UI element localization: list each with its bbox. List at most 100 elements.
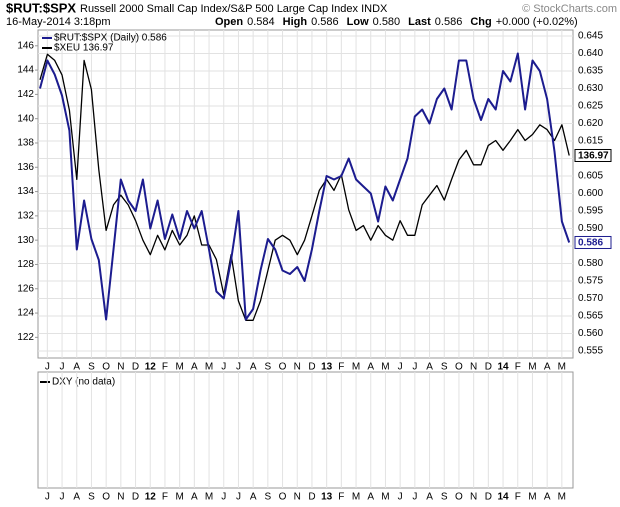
quote-value: 0.586 [311, 16, 339, 28]
legend-label: $XEU 136.97 [54, 43, 114, 54]
x-tick-label: A [367, 362, 374, 373]
y-tick-label: 138 [17, 138, 34, 149]
x-tick-label: J [60, 362, 65, 373]
x-tick-label: A [544, 362, 551, 373]
x-tick-label: S [441, 492, 448, 503]
x-tick-label: A [426, 362, 433, 373]
y2-tick-label: 0.555 [578, 346, 603, 357]
x-tick-label: D [485, 492, 492, 503]
y2-tick-label: 0.615 [578, 136, 603, 147]
x-tick-label: N [117, 362, 124, 373]
x-tick-label: J [45, 362, 50, 373]
quote-value: 0.584 [247, 16, 275, 28]
series-line [39, 52, 571, 321]
x-tick-label: M [352, 362, 360, 373]
x-tick-label: M [205, 492, 213, 503]
last-value-label: 136.97 [578, 151, 609, 162]
y2-tick-label: 0.570 [578, 293, 603, 304]
x-tick-label: O [455, 492, 463, 503]
chart-subtitle: Russell 2000 Small Cap Index/S&P 500 Lar… [80, 3, 388, 15]
x-tick-label: S [88, 492, 95, 503]
y2-tick-label: 0.645 [578, 31, 603, 42]
x-tick-label: M [381, 362, 389, 373]
chart-title: $RUT:$SPX [6, 0, 76, 15]
x-tick-label: N [294, 492, 301, 503]
y-tick-label: 130 [17, 235, 34, 246]
x-tick-label: J [236, 362, 241, 373]
x-tick-label: 13 [321, 492, 333, 503]
x-tick-label: D [132, 362, 139, 373]
x-tick-label: F [338, 362, 344, 373]
x-tick-label: F [162, 362, 168, 373]
y-tick-label: 134 [17, 186, 34, 197]
x-tick-label: A [73, 492, 80, 503]
lower-panel-label: DXY (no data) [52, 377, 115, 388]
x-tick-label: S [265, 492, 272, 503]
y2-tick-label: 0.620 [578, 118, 603, 129]
x-tick-label: J [412, 362, 417, 373]
y-tick-label: 128 [17, 259, 34, 270]
chart-date: 16-May-2014 3:18pm [6, 16, 111, 28]
x-tick-label: M [528, 492, 536, 503]
y2-tick-label: 0.600 [578, 188, 603, 199]
y-tick-label: 146 [17, 40, 34, 51]
x-tick-label: M [558, 492, 566, 503]
x-tick-label: F [515, 362, 521, 373]
x-tick-label: S [88, 362, 95, 373]
x-tick-label: S [441, 362, 448, 373]
x-tick-label: J [60, 492, 65, 503]
y2-tick-label: 0.565 [578, 311, 603, 322]
x-tick-label: O [102, 362, 110, 373]
y2-tick-label: 0.625 [578, 101, 603, 112]
y2-tick-label: 0.630 [578, 83, 603, 94]
x-tick-label: A [250, 362, 257, 373]
quote-label: Open [215, 16, 243, 28]
y-tick-label: 132 [17, 211, 34, 222]
x-tick-label: D [485, 362, 492, 373]
x-tick-label: A [250, 492, 257, 503]
x-tick-label: J [221, 492, 226, 503]
y-tick-label: 136 [17, 162, 34, 173]
y-tick-label: 144 [17, 65, 34, 76]
x-tick-label: M [352, 492, 360, 503]
last-value-box [574, 148, 612, 162]
x-tick-label: J [398, 492, 403, 503]
x-tick-label: 12 [145, 492, 157, 503]
main-panel [37, 29, 574, 359]
last-value-label: 0.586 [578, 238, 603, 249]
y2-tick-label: 0.580 [578, 258, 603, 269]
x-tick-label: D [132, 492, 139, 503]
y2-tick-label: 0.635 [578, 66, 603, 77]
x-tick-label: A [73, 362, 80, 373]
y2-tick-label: 0.560 [578, 328, 603, 339]
x-tick-label: D [308, 492, 315, 503]
quote-value: +0.000 (+0.02%) [496, 16, 578, 28]
x-tick-label: A [191, 492, 198, 503]
x-tick-label: N [117, 492, 124, 503]
x-tick-label: O [279, 362, 287, 373]
y2-tick-label: 0.640 [578, 48, 603, 59]
x-tick-label: A [426, 492, 433, 503]
x-tick-label: A [544, 492, 551, 503]
x-tick-label: F [162, 492, 168, 503]
legend-label: $RUT:$SPX (Daily) 0.586 [54, 33, 167, 44]
x-tick-label: O [279, 492, 287, 503]
quote-label: Last [408, 16, 431, 28]
x-tick-label: J [221, 362, 226, 373]
x-tick-label: 14 [497, 492, 509, 503]
x-tick-label: J [412, 492, 417, 503]
quote-label: Low [347, 16, 369, 28]
x-tick-label: M [205, 362, 213, 373]
last-value-box [574, 235, 612, 249]
x-tick-label: J [45, 492, 50, 503]
x-tick-label: F [515, 492, 521, 503]
x-tick-label: A [367, 492, 374, 503]
quote-label: Chg [470, 16, 491, 28]
y2-tick-label: 0.595 [578, 206, 603, 217]
x-tick-label: N [470, 492, 477, 503]
series-line [39, 53, 570, 321]
y2-tick-label: 0.575 [578, 276, 603, 287]
x-tick-label: A [191, 362, 198, 373]
x-tick-label: N [470, 362, 477, 373]
